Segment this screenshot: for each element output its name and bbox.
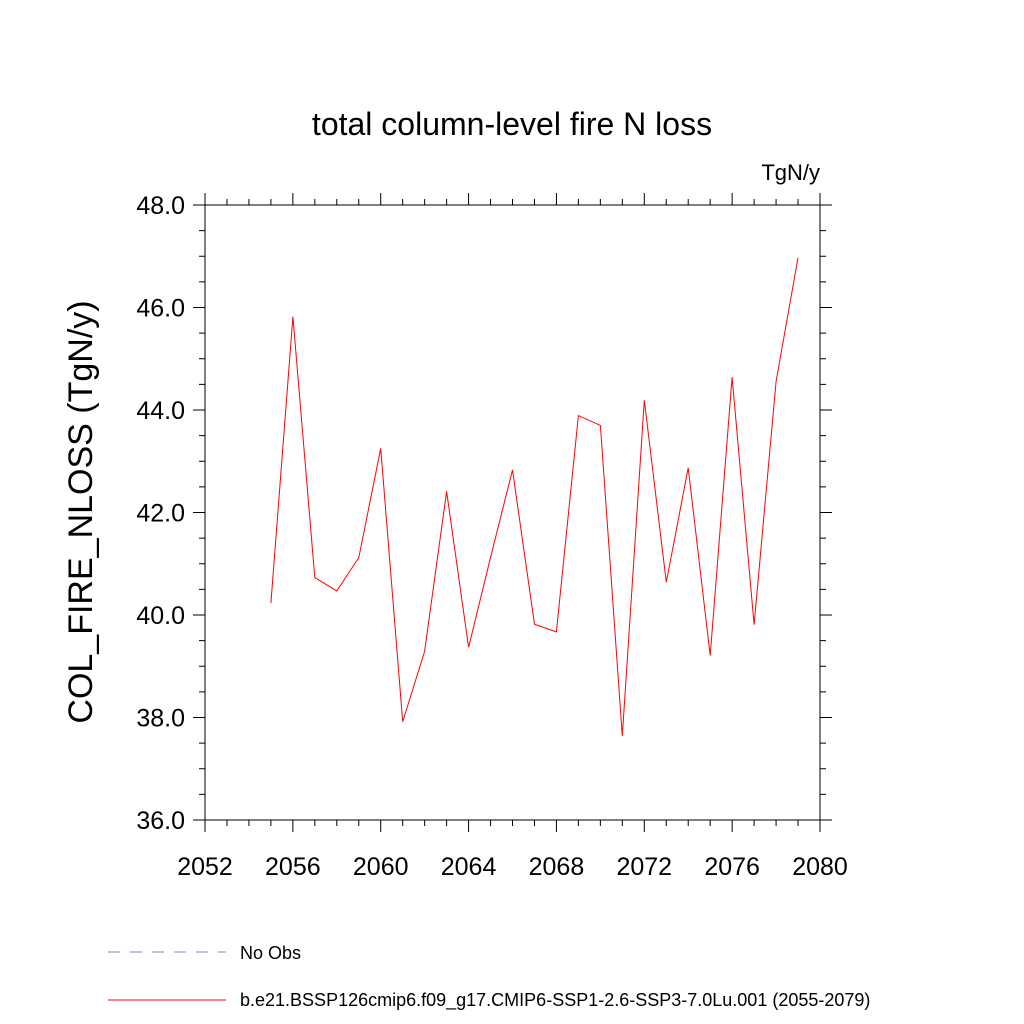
y-tick-label: 36.0 <box>136 807 185 835</box>
y-tick-label: 38.0 <box>136 705 185 733</box>
x-tick-label: 2056 <box>265 853 321 881</box>
legend-label-no-obs: No Obs <box>240 943 301 963</box>
units-label: TgN/y <box>761 160 820 185</box>
y-tick-label: 44.0 <box>136 397 185 425</box>
axis-ticks: 2052 2056 2060 2064 2068 2072 2076 2080 36.0 38.0… <box>136 192 847 881</box>
legend: No Obs b.e21.BSSP126cmip6.f09_g17.CMIP6-… <box>108 943 870 1011</box>
x-tick-label: 2060 <box>353 853 409 881</box>
x-tick-label: 2068 <box>529 853 585 881</box>
x-tick-label: 2080 <box>792 853 848 881</box>
legend-label-model: b.e21.BSSP126cmip6.f09_g17.CMIP6-SSP1-2.… <box>240 990 870 1011</box>
x-tick-label: 2072 <box>616 853 672 881</box>
series-line-0 <box>270 257 799 736</box>
y-tick-label: 40.0 <box>136 602 185 630</box>
y-axis-label: COL_FIRE_NLOSS (TgN/y) <box>62 300 100 723</box>
series-layer <box>270 257 799 736</box>
y-tick-label: 48.0 <box>136 192 185 220</box>
x-tick-label: 2052 <box>177 853 233 881</box>
chart-title: total column-level fire N loss <box>312 106 712 142</box>
y-tick-label: 42.0 <box>136 500 185 528</box>
plot-frame <box>204 204 821 821</box>
x-tick-label: 2064 <box>441 853 497 881</box>
x-tick-label: 2076 <box>704 853 760 881</box>
y-tick-label: 46.0 <box>136 295 185 323</box>
